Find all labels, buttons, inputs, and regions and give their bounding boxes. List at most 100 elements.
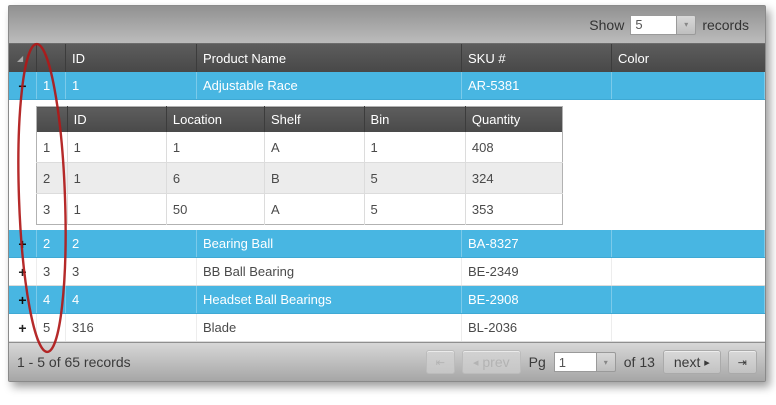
row-detail-panel: ID Location Shelf Bin Quantity 1 1 1 A 1… [9,100,765,230]
expand-row-button[interactable]: + [9,230,37,257]
subgrid-cell-bin: 5 [364,162,466,194]
prev-arrow-icon: ◂ [472,356,479,369]
next-arrow-icon: ▸ [704,356,710,369]
cell-color [612,314,765,341]
subgrid-row[interactable]: 3 1 50 A 5 353 [36,193,563,225]
cell-color [612,286,765,313]
column-header-sku[interactable]: SKU # [462,44,612,72]
cell-color [612,230,765,257]
last-page-button[interactable]: ⇥ [727,350,757,374]
prev-page-button[interactable]: ◂ prev [461,350,521,374]
cell-id: 3 [66,258,197,285]
chevron-down-icon: ▾ [603,357,608,367]
records-label: records [702,16,749,33]
cell-sku: AR-5381 [462,72,612,99]
grid-toolbar: Show ▾ records [9,6,765,44]
table-row[interactable]: + 5 316 Blade BL-2036 [9,314,765,342]
pager: ⇤ ◂ prev Pg ▾ of 13 next ▸ ⇥ [425,350,757,374]
expand-row-button[interactable]: + [9,314,37,341]
subgrid-cell-shelf: A [264,132,365,163]
data-grid-widget: Show ▾ records ◢ ID Product Name SKU # C… [8,5,766,382]
inventory-subgrid: ID Location Shelf Bin Quantity 1 1 1 A 1… [36,106,563,225]
prev-label: prev [482,354,510,370]
subgrid-cell-location: 1 [166,132,265,163]
subgrid-row[interactable]: 2 1 6 B 5 324 [36,162,563,194]
subgrid-cell-shelf: B [264,162,365,194]
collapse-row-button[interactable]: − [9,72,37,99]
subgrid-cell-id: 1 [67,132,167,163]
cell-product-name: Adjustable Race [197,72,462,99]
page-size-combo: ▾ [630,14,697,35]
cell-id: 2 [66,230,197,257]
column-header-color[interactable]: Color [618,50,650,66]
cell-id: 316 [66,314,197,341]
cell-sku: BL-2036 [462,314,612,341]
subgrid-column-location[interactable]: Location [166,106,265,132]
cell-sku: BA-8327 [462,230,612,257]
subgrid-row[interactable]: 1 1 1 A 1 408 [36,132,563,163]
subgrid-column-shelf[interactable]: Shelf [264,106,365,132]
next-page-button[interactable]: next ▸ [662,350,721,374]
subgrid-column-bin[interactable]: Bin [364,106,466,132]
plus-icon: + [18,263,27,280]
plus-icon: + [18,319,27,336]
cell-product-name: Headset Ball Bearings [197,286,462,313]
column-header-id[interactable]: ID [66,44,197,72]
subgrid-cell-shelf: A [264,193,365,225]
page-label: Pg [528,354,546,370]
subgrid-cell-location: 50 [166,193,265,225]
table-row[interactable]: + 2 2 Bearing Ball BA-8327 [9,230,765,258]
subgrid-cell-quantity: 408 [465,132,563,163]
row-number-cell: 5 [37,314,66,341]
cell-product-name: Bearing Ball [197,230,462,257]
subgrid-cell-quantity: 353 [465,193,563,225]
grid-footer: 1 - 5 of 65 records ⇤ ◂ prev Pg ▾ of 13 … [9,342,765,381]
cell-id: 4 [66,286,197,313]
page-dropdown-button[interactable]: ▾ [595,352,616,372]
table-row[interactable]: + 3 3 BB Ball Bearing BE-2349 [9,258,765,286]
next-label: next [673,354,701,370]
row-number-cell: 2 [37,230,66,257]
grid-body: − 1 1 Adjustable Race AR-5381 ID Locatio… [9,72,765,342]
records-status-text: 1 - 5 of 65 records [17,354,131,370]
subgrid-row-number: 3 [36,193,68,225]
page-size-dropdown-button[interactable]: ▾ [676,14,697,35]
table-row[interactable]: + 4 4 Headset Ball Bearings BE-2908 [9,286,765,314]
show-label: Show [589,16,625,33]
subgrid-cell-bin: 5 [364,193,466,225]
page-size-input[interactable] [630,14,677,35]
cell-sku: BE-2349 [462,258,612,285]
page-combo: ▾ [553,352,616,372]
plus-icon: + [18,235,27,252]
subgrid-cell-id: 1 [67,162,167,194]
first-page-button[interactable]: ⇤ [425,350,455,374]
subgrid-header-row: ID Location Shelf Bin Quantity [36,106,563,132]
cell-sku: BE-2908 [462,286,612,313]
row-number-cell: 1 [37,72,66,99]
subgrid-cell-quantity: 324 [465,162,563,194]
last-page-icon: ⇥ [737,356,747,369]
row-number-header-cell [37,44,66,72]
row-number-cell: 3 [37,258,66,285]
cell-color [612,258,765,285]
grid-header-row: ◢ ID Product Name SKU # Color [9,44,765,72]
subgrid-column-id[interactable]: ID [67,106,167,132]
current-page-input[interactable] [553,352,596,372]
column-header-product-name[interactable]: Product Name [197,44,462,72]
subgrid-cell-id: 1 [67,193,167,225]
cell-product-name: Blade [197,314,462,341]
minus-icon: − [18,77,27,94]
cell-color [612,72,765,99]
expand-row-button[interactable]: + [9,258,37,285]
subgrid-column-quantity[interactable]: Quantity [465,106,563,132]
of-pages-label: of 13 [623,354,655,370]
table-row[interactable]: − 1 1 Adjustable Race AR-5381 [9,72,765,100]
collapse-all-header-cell[interactable]: ◢ [9,44,37,72]
subgrid-cell-location: 6 [166,162,265,194]
chevron-down-icon: ▾ [684,20,689,29]
plus-icon: + [18,291,27,308]
expand-row-button[interactable]: + [9,286,37,313]
first-page-icon: ⇤ [435,356,445,369]
subgrid-row-number: 2 [36,162,68,194]
collapse-all-icon: ◢ [17,53,24,63]
